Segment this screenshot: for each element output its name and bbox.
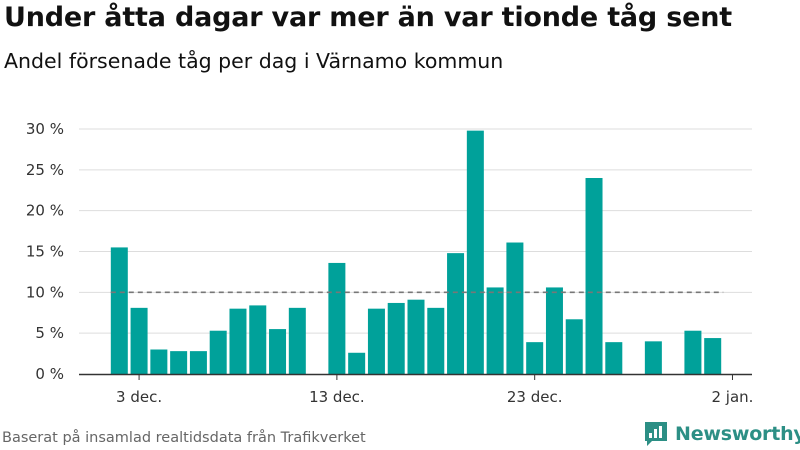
bar (229, 308, 247, 374)
bar (367, 308, 385, 374)
x-tick-label: 23 dec. (507, 388, 563, 406)
x-tick-label: 3 dec. (116, 388, 162, 406)
bar (328, 262, 346, 374)
x-tick-label: 13 dec. (309, 388, 365, 406)
newsworthy-logo-icon (645, 422, 667, 446)
bar (387, 302, 405, 374)
bar (110, 247, 128, 374)
bar (150, 349, 168, 374)
y-tick-label: 0 % (35, 365, 64, 383)
bar (486, 287, 504, 374)
y-tick-label: 10 % (26, 283, 64, 301)
bar (644, 341, 662, 374)
bar (427, 307, 445, 374)
bar (130, 307, 148, 374)
bar (605, 342, 623, 374)
x-tick-label: 2 jan. (712, 388, 754, 406)
bar (526, 342, 544, 374)
bar-chart: 0 % 5 % 10 % 15 % 20 % 25 % 30 % 3 dec. 13 dec. 2… (26, 120, 754, 406)
bar (585, 178, 603, 374)
y-tick-label: 25 % (26, 161, 64, 179)
y-tick-label: 20 % (26, 202, 64, 220)
bar (249, 305, 267, 374)
bar (209, 330, 227, 374)
bar (348, 352, 366, 374)
y-tick-label: 15 % (26, 243, 64, 261)
bar (684, 330, 702, 374)
bar (565, 319, 583, 374)
y-tick-label: 30 % (26, 120, 64, 138)
brand-name: Newsworthy (675, 423, 800, 445)
bar (447, 253, 465, 374)
y-tick-label: 5 % (35, 324, 64, 342)
bar (269, 329, 287, 374)
bar (506, 242, 524, 374)
newsworthy-logo: Newsworthy (643, 418, 800, 450)
bar (407, 299, 425, 374)
bar (189, 351, 207, 374)
bar (170, 351, 188, 374)
chart-subtitle: Andel försenade tåg per dag i Värnamo ko… (4, 49, 504, 73)
chart-title: Under åtta dagar var mer än var tionde t… (4, 2, 732, 33)
bar (466, 130, 484, 374)
source-note: Baserat på insamlad realtidsdata från Tr… (2, 430, 366, 446)
bar (545, 287, 563, 374)
bar (704, 338, 722, 374)
bar (288, 307, 306, 374)
